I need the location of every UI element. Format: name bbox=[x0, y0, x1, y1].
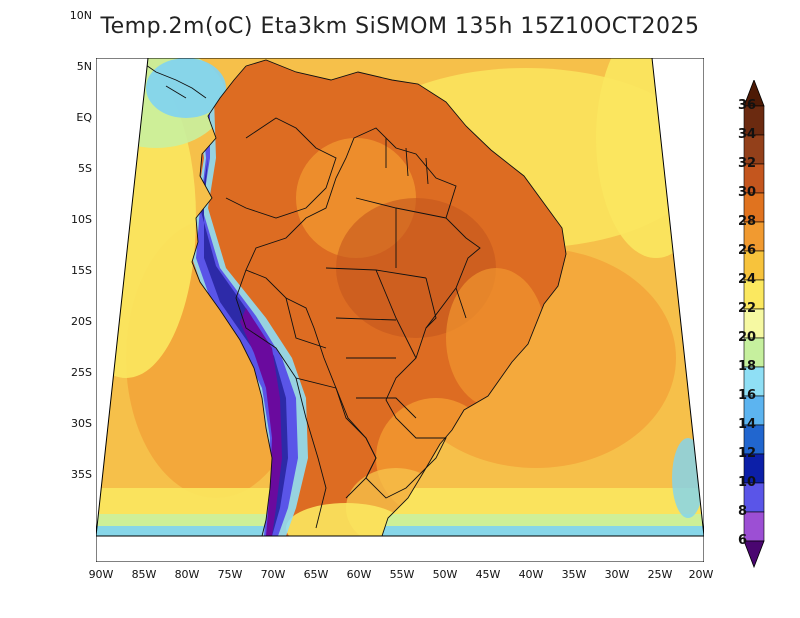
lon-label-30w: 30W bbox=[604, 568, 630, 581]
colorbar-bottom-tip bbox=[743, 540, 765, 569]
colorbar-label: 36 bbox=[738, 98, 757, 113]
lon-label-40w: 40W bbox=[518, 568, 544, 581]
lon-label-35w: 35W bbox=[561, 568, 587, 581]
lat-label-eq: EQ bbox=[76, 111, 92, 124]
colorbar-label: 30 bbox=[738, 185, 757, 200]
colorbar-label: 10 bbox=[738, 475, 757, 490]
lat-label-35s: 35S bbox=[71, 468, 92, 481]
lon-label-55w: 55W bbox=[389, 568, 415, 581]
lat-label-10n: 10N bbox=[69, 9, 92, 22]
colorbar-label: 6 bbox=[738, 533, 748, 548]
lon-label-90w: 90W bbox=[88, 568, 114, 581]
colorbar-label: 14 bbox=[738, 417, 757, 432]
colorbar bbox=[743, 80, 765, 569]
border-colombia bbox=[225, 117, 337, 219]
border-brazil bbox=[245, 127, 481, 499]
lat-label-5s: 5S bbox=[78, 162, 92, 175]
colorbar-label: 26 bbox=[738, 243, 757, 258]
colorbar-label: 20 bbox=[738, 330, 757, 345]
border-guianas bbox=[385, 138, 429, 185]
lat-label-25s: 25S bbox=[71, 366, 92, 379]
border-bolivia-peru bbox=[235, 269, 337, 389]
lat-label-30s: 30S bbox=[71, 417, 92, 430]
colorbar-label: 8 bbox=[738, 504, 748, 519]
lon-label-70w: 70W bbox=[260, 568, 286, 581]
lon-label-85w: 85W bbox=[131, 568, 157, 581]
lon-label-45w: 45W bbox=[475, 568, 501, 581]
colorbar-label: 32 bbox=[738, 156, 757, 171]
coastline bbox=[191, 59, 567, 536]
lon-label-50w: 50W bbox=[432, 568, 458, 581]
colorbar-label: 28 bbox=[738, 214, 757, 229]
lon-label-75w: 75W bbox=[217, 568, 243, 581]
border-states bbox=[325, 197, 467, 419]
lon-label-80w: 80W bbox=[174, 568, 200, 581]
colorbar-label: 16 bbox=[738, 388, 757, 403]
lon-label-65w: 65W bbox=[303, 568, 329, 581]
lon-label-20w: 20W bbox=[688, 568, 714, 581]
map-title: Temp.2m(oC) Eta3km SiSMOM 135h 15Z10OCT2… bbox=[100, 14, 700, 39]
colorbar-label: 34 bbox=[738, 127, 757, 142]
lat-label-10s: 10S bbox=[71, 213, 92, 226]
colorbar-label: 12 bbox=[738, 446, 757, 461]
colorbar-label: 24 bbox=[738, 272, 757, 287]
colorbar-label: 18 bbox=[738, 359, 757, 374]
colorbar-label: 22 bbox=[738, 301, 757, 316]
lat-label-15s: 15S bbox=[71, 264, 92, 277]
temperature-map bbox=[96, 58, 704, 562]
border-argentina bbox=[295, 377, 377, 529]
lat-label-5n: 5N bbox=[76, 60, 92, 73]
central-america bbox=[135, 58, 207, 99]
lon-label-25w: 25W bbox=[647, 568, 673, 581]
lat-label-20s: 20S bbox=[71, 315, 92, 328]
lon-label-60w: 60W bbox=[346, 568, 372, 581]
